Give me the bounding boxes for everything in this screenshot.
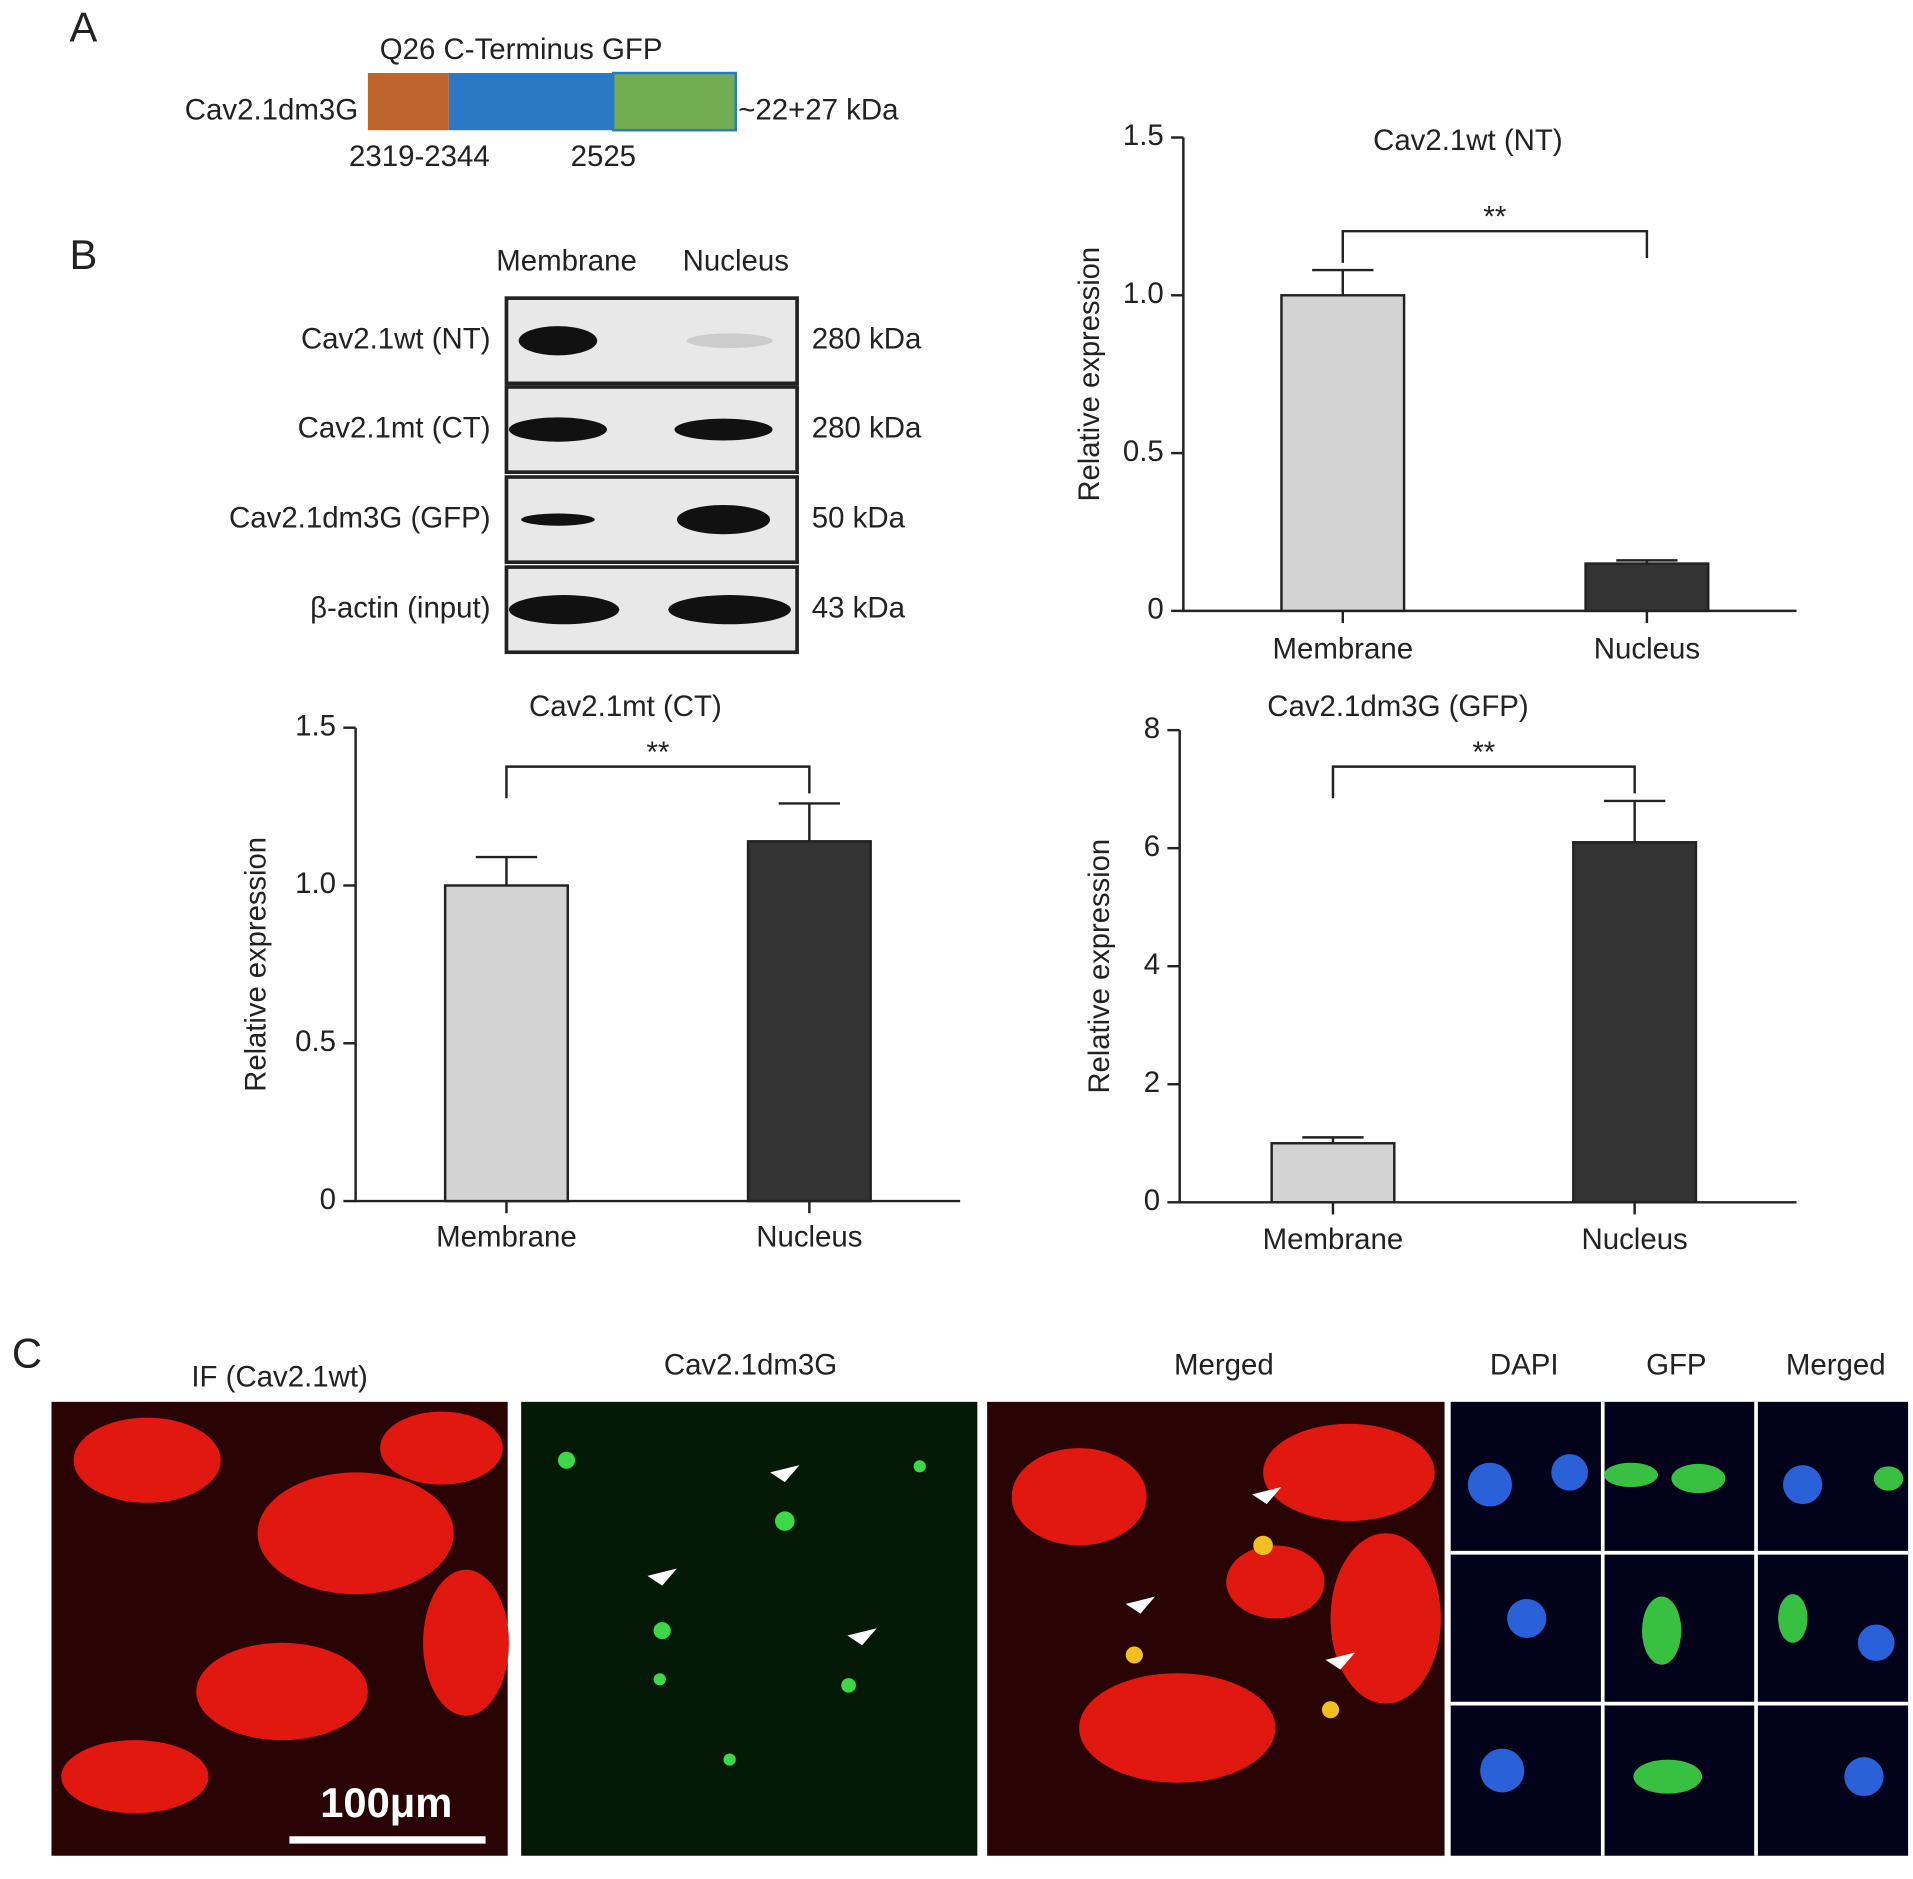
x-tick-label: Nucleus [756,1221,862,1254]
significance-bracket [505,765,811,799]
panel-letter: B [69,231,97,278]
image-label: Cav2.1dm3G [664,1348,837,1381]
blot-band [676,505,771,535]
image-label: GFP [1646,1348,1706,1381]
lane-label: Nucleus [683,245,789,278]
position-label: 2319-2344 [349,140,490,173]
lane-label: Membrane [496,245,637,278]
position-label: 2525 [571,140,636,173]
blot-band [508,595,620,625]
significance-bracket [1331,765,1636,799]
y-tick-label: 1.0 [1123,277,1164,310]
bar [1270,1142,1396,1204]
micrographs [51,1401,1909,1856]
c-terminus-domain [448,73,614,131]
image-label: Merged [1786,1348,1886,1381]
y-tick-label: 0.5 [295,1025,336,1058]
blot-band [521,513,595,526]
panel-letter: C [12,1330,42,1377]
panel-letter: A [69,3,97,50]
blot-size: 50 kDa [812,501,906,534]
y-axis-label: Relative expression [1073,247,1106,502]
gfp-domain [611,71,737,132]
significance-label: ** [1472,736,1495,769]
x-tick-label: Nucleus [1582,1223,1688,1256]
scale-bar-label: 100μm [320,1779,452,1826]
blot-band [686,333,773,349]
construct-label: Cav2.1dm3G [185,94,358,127]
y-tick-label: 2 [1144,1066,1160,1099]
bar [1584,562,1710,613]
y-tick-label: 1.5 [295,710,336,743]
y-tick-label: 4 [1144,948,1160,981]
blot-band [518,326,598,356]
blot-band [674,418,773,441]
bar [1572,841,1698,1204]
y-tick-label: 0 [1147,593,1163,626]
image-label: Merged [1174,1348,1274,1381]
y-tick-label: 6 [1144,830,1160,863]
y-tick-label: 0.5 [1123,435,1164,468]
x-tick-label: Nucleus [1594,633,1700,666]
significance-bracket [1341,229,1649,263]
image-label: IF (Cav2.1wt) [191,1361,367,1394]
significance-label: ** [1483,201,1506,234]
blot-band [508,417,608,442]
chart-title: Cav2.1dm3G (GFP) [1267,690,1528,723]
domain-label: Q26 C-Terminus GFP [380,33,663,66]
chart-title: Cav2.1wt (NT) [1373,124,1563,157]
bar [1280,294,1406,613]
bar [443,884,569,1203]
y-tick-label: 0 [1144,1184,1160,1217]
size-label: ~22+27 kDa [738,94,899,127]
blot-band [668,595,791,625]
blot-label: Cav2.1dm3G (GFP) [229,501,490,534]
y-axis-label: Relative expression [1083,839,1116,1094]
axis-line [1178,730,1797,1204]
q26-domain [367,73,449,131]
x-tick-label: Membrane [1263,1223,1404,1256]
x-tick-label: Membrane [1272,633,1413,666]
y-tick-label: 8 [1144,712,1160,745]
blot-size: 43 kDa [812,591,906,624]
image-label: DAPI [1490,1348,1559,1381]
y-tick-label: 0 [320,1183,336,1216]
blot-label: Cav2.1wt (NT) [301,323,491,356]
significance-label: ** [646,736,669,769]
blot-label: Cav2.1mt (CT) [298,411,491,444]
blot-size: 280 kDa [812,323,922,356]
x-tick-label: Membrane [436,1221,577,1254]
y-axis-label: Relative expression [239,837,272,1092]
blot-label: β-actin (input) [310,591,490,624]
chart-title: Cav2.1mt (CT) [529,690,722,723]
bar [746,840,872,1203]
y-tick-label: 1.0 [295,867,336,900]
y-tick-label: 1.5 [1123,119,1164,152]
blot-size: 280 kDa [812,411,922,444]
